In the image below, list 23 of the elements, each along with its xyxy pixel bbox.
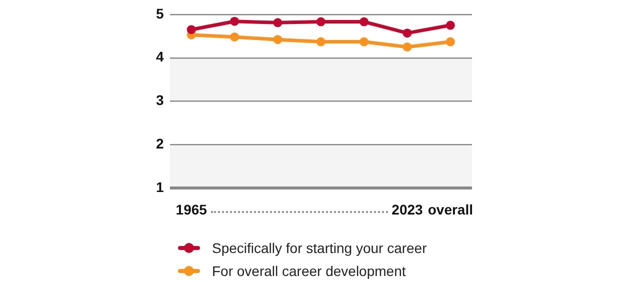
y-tick-label: 5 — [156, 5, 164, 22]
point — [402, 28, 412, 38]
point — [186, 25, 196, 34]
point — [446, 20, 455, 30]
point — [402, 42, 412, 52]
point — [446, 37, 455, 46]
point — [230, 32, 240, 42]
y-tick-label: 3 — [156, 92, 164, 108]
legend-label: Specifically for starting your career — [212, 240, 427, 256]
point — [316, 37, 326, 46]
y-tick-label: 2 — [156, 136, 164, 152]
x-tick-label: overall — [428, 201, 473, 218]
point — [316, 17, 326, 26]
point — [230, 16, 240, 26]
point — [273, 35, 282, 44]
point — [360, 17, 369, 26]
y-tick-label: 1 — [156, 179, 164, 196]
point — [273, 18, 282, 28]
legend-label: For overall career development — [212, 262, 406, 278]
y-tick-label: 4 — [156, 48, 164, 65]
x-tick-label: 2023 — [392, 201, 424, 218]
point — [360, 37, 369, 46]
x-tick-label: 1965 — [176, 201, 208, 218]
